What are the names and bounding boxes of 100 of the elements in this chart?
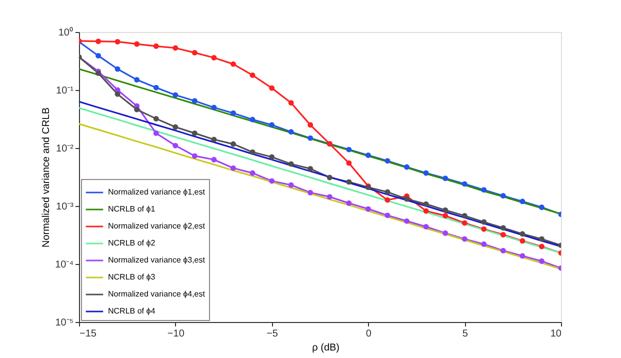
y-tick-label: 10⁻⁴ <box>55 260 74 270</box>
point <box>172 124 178 130</box>
point <box>423 170 429 176</box>
point <box>384 212 390 218</box>
point <box>365 206 371 212</box>
point <box>250 149 256 155</box>
x-tick-label: 5 <box>462 328 468 340</box>
point <box>500 248 506 254</box>
point <box>153 130 159 136</box>
point <box>269 154 275 160</box>
point <box>308 122 314 128</box>
point <box>462 181 468 187</box>
point <box>346 146 352 152</box>
point <box>172 142 178 148</box>
y-axis-title: Normalized variance and CRLB <box>41 107 52 248</box>
point <box>288 100 294 106</box>
x-tick-label: −15 <box>80 328 97 340</box>
point <box>326 174 332 180</box>
point <box>346 179 352 185</box>
point <box>520 238 526 244</box>
point <box>384 197 390 203</box>
x-tick-label: 0 <box>366 328 372 340</box>
point <box>153 116 159 122</box>
point <box>538 258 544 264</box>
point <box>520 253 526 259</box>
y-tick-label: 10⁻³ <box>56 202 74 212</box>
y-tick-label: 10⁻¹ <box>56 86 74 96</box>
legend-label: NCRLB of ϕ2 <box>108 238 156 248</box>
point <box>96 52 102 58</box>
point <box>211 104 217 110</box>
x-tick-label: 10 <box>550 328 562 340</box>
point <box>423 224 429 230</box>
point <box>288 182 294 188</box>
point <box>114 91 120 97</box>
point <box>192 130 198 136</box>
point <box>462 236 468 242</box>
point <box>114 38 120 44</box>
point <box>481 219 487 225</box>
point <box>442 212 448 218</box>
point <box>404 218 410 224</box>
point <box>250 72 256 78</box>
point <box>134 41 140 47</box>
point <box>172 45 178 51</box>
point <box>211 136 217 142</box>
legend-label: NCRLB of ϕ3 <box>108 272 156 282</box>
point <box>384 189 390 195</box>
point <box>481 187 487 193</box>
point <box>211 55 217 60</box>
point <box>500 232 506 238</box>
legend-label: Normalized variance ϕ3,est <box>108 256 206 264</box>
point <box>538 236 544 242</box>
point <box>384 158 390 164</box>
point <box>538 204 544 210</box>
point <box>346 160 352 166</box>
point <box>423 208 429 214</box>
point <box>192 153 198 159</box>
point <box>308 190 314 196</box>
point <box>269 178 275 184</box>
point <box>346 200 352 206</box>
point <box>211 156 217 162</box>
point <box>462 220 468 226</box>
x-tick-label: −5 <box>266 328 278 340</box>
point <box>308 135 314 141</box>
point <box>423 201 429 207</box>
point <box>404 164 410 170</box>
point <box>308 166 314 172</box>
point <box>538 244 544 250</box>
point <box>520 198 526 204</box>
point <box>365 152 371 158</box>
point <box>500 225 506 231</box>
point <box>192 98 198 104</box>
point <box>153 84 159 90</box>
point <box>134 77 140 83</box>
point <box>230 141 236 147</box>
point <box>442 176 448 182</box>
point <box>250 116 256 122</box>
point <box>114 66 120 72</box>
point <box>288 129 294 135</box>
point <box>230 61 236 67</box>
x-tick-label: −10 <box>167 328 185 340</box>
point <box>172 92 178 98</box>
x-axis-title: ρ (dB) <box>312 342 340 354</box>
point <box>153 43 159 49</box>
legend-label: Normalized variance ϕ1,est <box>108 188 206 196</box>
legend-label: Normalized variance ϕ2,est <box>108 222 206 230</box>
point <box>442 230 448 236</box>
legend-label: Normalized variance ϕ4,est <box>108 290 206 298</box>
point <box>462 212 468 218</box>
y-tick-label: 10⁻² <box>56 144 74 154</box>
point <box>481 226 487 232</box>
point <box>520 231 526 237</box>
point <box>134 106 140 112</box>
point <box>269 85 275 91</box>
point <box>442 207 448 213</box>
point <box>288 161 294 167</box>
point <box>250 170 256 176</box>
y-tick-label: 10⁰ <box>58 26 74 38</box>
legend-label: NCRLB of ϕ1 <box>108 204 156 214</box>
y-tick-label: 10⁻⁵ <box>55 318 74 328</box>
point <box>326 194 332 200</box>
